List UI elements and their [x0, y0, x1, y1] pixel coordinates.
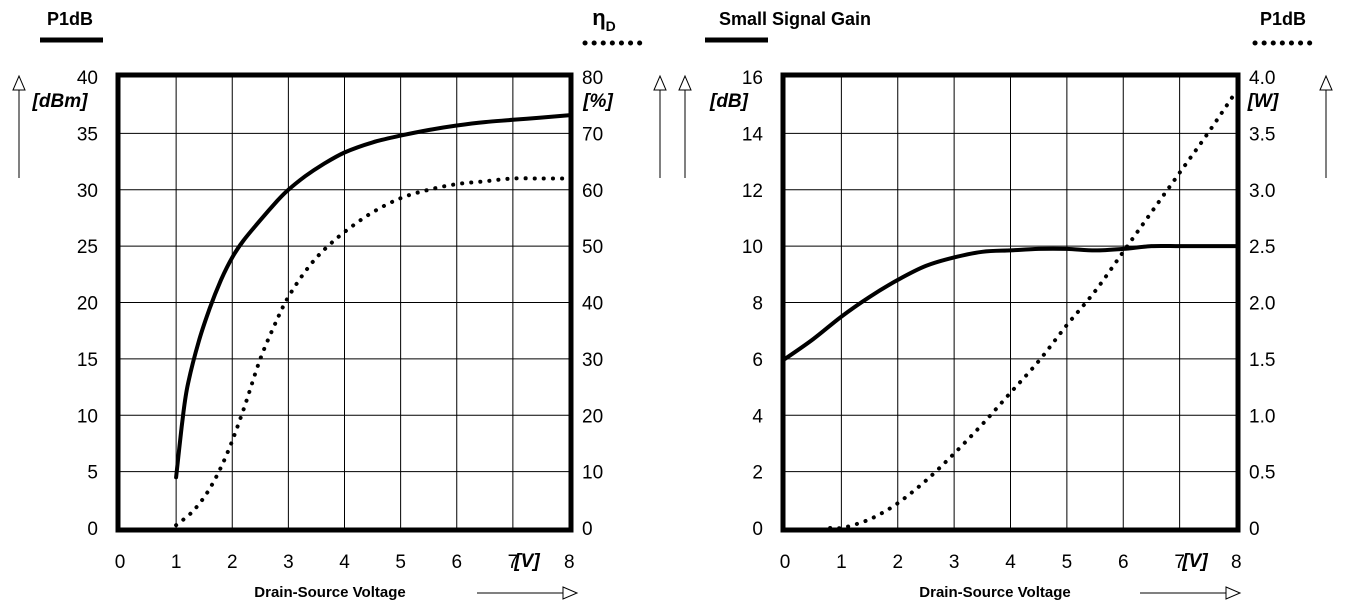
chart-right-x-tick-label: 1 — [836, 552, 847, 573]
chart-left-left-tick-label: 25 — [77, 237, 98, 258]
chart-right-series-dotted-line — [828, 89, 1238, 531]
chart-right-left-tick-label: 10 — [742, 237, 763, 258]
chart-right-right-tick-label: 3.0 — [1249, 181, 1275, 202]
chart-left-x-tick-label: 8 — [564, 552, 575, 573]
chart-right-right-tick-label: 1.0 — [1249, 406, 1275, 427]
chart-right-left-tick-label: 4 — [752, 406, 763, 427]
chart-right-x-unit: [V] — [1181, 551, 1208, 572]
chart-left-x-tick-label: 6 — [451, 552, 462, 573]
chart-left-left-tick-label: 35 — [77, 124, 98, 145]
chart-right-x-tick-label: 4 — [1005, 552, 1016, 573]
chart-left-x-tick-label: 5 — [395, 552, 406, 573]
chart-right-right-tick-label: 1.5 — [1249, 350, 1275, 371]
chart-right-left-legend-label: Small Signal Gain — [719, 9, 871, 29]
chart-right-left-tick-label: 0 — [752, 519, 763, 540]
chart-left-x-unit: [V] — [513, 551, 540, 572]
chart-left-ticks: 0 1 2 3 4 5 6 7 80510152025303540010203040506070… — [77, 68, 603, 573]
chart-right-grid — [785, 77, 1236, 528]
chart-right-right-tick-label: 3.5 — [1249, 124, 1275, 145]
chart-left-right-unit: [%] — [582, 91, 613, 112]
chart-right-left-tick-label: 12 — [742, 181, 763, 202]
chart-right-x-tick-label: 6 — [1118, 552, 1129, 573]
chart-left-series — [174, 113, 571, 528]
chart-right-left-tick-label: 14 — [742, 124, 764, 145]
chart-right-frame — [780, 72, 1241, 533]
chart-right-x-tick-label: 2 — [892, 552, 903, 573]
chart-left-x-tick-label: 3 — [283, 552, 294, 573]
chart-left-left-unit: [dBm] — [32, 91, 89, 112]
chart-left-x-tick-label: 0 — [115, 552, 126, 573]
chart-left-right-legend-subscript: D — [606, 18, 616, 34]
chart-right-right-legend-label: P1dB — [1260, 9, 1306, 29]
chart-left-right-tick-label: 10 — [582, 463, 603, 484]
chart-left-x-tick-label: 7 — [508, 552, 519, 573]
chart-left-left-tick-label: 40 — [77, 68, 98, 89]
chart-left-left-legend-label: P1dB — [47, 9, 93, 29]
chart-left-left-axis-arrow-icon — [12, 74, 26, 178]
chart-right-x-tick-label: 8 — [1231, 552, 1242, 573]
chart-left-right-tick-label: 20 — [582, 406, 603, 427]
chart-left-grid — [120, 77, 569, 528]
chart-left-left-tick-label: 15 — [77, 350, 98, 371]
chart-right-series-solid-line — [783, 243, 1238, 361]
chart-right-ticks: 0 1 2 3 4 5 6 7 8024681012141600.51.01.52.02.53.… — [742, 68, 1276, 573]
chart-right-right-axis-arrow-icon — [1319, 74, 1333, 178]
chart-left-right-tick-label: 40 — [582, 294, 603, 315]
chart-right-series — [783, 89, 1238, 531]
chart-left-x-tick-label: 2 — [227, 552, 238, 573]
chart-right-x-axis-arrow-icon — [1140, 586, 1242, 600]
chart-left-right-tick-label: 0 — [582, 519, 593, 540]
chart-right-x-tick-label: 5 — [1062, 552, 1073, 573]
chart-right-left-tick-label: 8 — [752, 294, 763, 315]
chart-left-left-tick-label: 30 — [77, 181, 98, 202]
chart-right-right-unit: [W] — [1247, 91, 1279, 112]
chart-left-right-tick-label: 80 — [582, 68, 603, 89]
chart-left-right-tick-label: 30 — [582, 350, 603, 371]
chart-left-right-legend-label: ηD — [592, 5, 616, 34]
chart-left-left-tick-label: 10 — [77, 406, 98, 427]
chart-left-frame — [115, 72, 574, 533]
chart-left-x-axis-arrow-icon — [477, 586, 579, 600]
chart-right-right-tick-label: 2.0 — [1249, 294, 1275, 315]
chart-right-left-unit: [dB] — [709, 91, 749, 112]
chart-right-x-axis-title: Drain-Source Voltage — [919, 584, 1070, 601]
chart-left-x-axis-title: Drain-Source Voltage — [254, 584, 405, 601]
chart-right-right-tick-label: 2.5 — [1249, 237, 1275, 258]
chart-left-series-dotted-line — [174, 176, 571, 528]
chart-right-left-axis-arrow-icon — [678, 74, 692, 178]
chart-right-x-tick-label: 7 — [1174, 552, 1185, 573]
chart-right-right-tick-label: 4.0 — [1249, 68, 1275, 89]
chart-left-right-axis-arrow-icon — [653, 74, 667, 178]
chart-right-left-tick-label: 6 — [752, 350, 763, 371]
chart-left-series-solid-line — [174, 113, 571, 480]
chart-left: P1dB ηD [dBm] [%] 0 1 2 3 4 5 6 7 80510152025303… — [12, 5, 667, 601]
chart-left-left-tick-label: 5 — [87, 463, 98, 484]
chart-left-left-tick-label: 0 — [87, 519, 98, 540]
chart-right-x-tick-label: 0 — [780, 552, 791, 573]
chart-right-right-tick-label: 0.5 — [1249, 463, 1275, 484]
chart-left-right-tick-label: 60 — [582, 181, 603, 202]
chart-left-right-tick-label: 50 — [582, 237, 603, 258]
chart-right-left-tick-label: 2 — [752, 463, 763, 484]
chart-left-left-tick-label: 20 — [77, 294, 98, 315]
chart-right-x-tick-label: 3 — [949, 552, 960, 573]
chart-left-x-tick-label: 4 — [339, 552, 350, 573]
chart-left-x-tick-label: 1 — [171, 552, 182, 573]
chart-left-right-tick-label: 70 — [582, 124, 603, 145]
chart-right-right-tick-label: 0 — [1249, 519, 1260, 540]
chart-right-left-tick-label: 16 — [742, 68, 763, 89]
